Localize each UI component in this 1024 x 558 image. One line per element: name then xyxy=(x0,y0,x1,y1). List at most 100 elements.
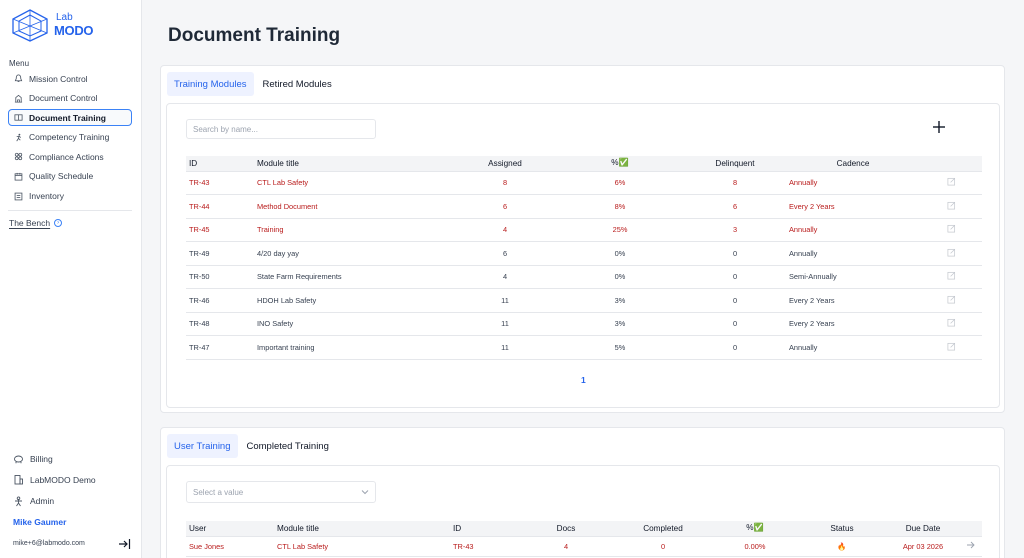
edit-button[interactable] xyxy=(920,265,982,289)
column-header[interactable]: Module title xyxy=(254,156,454,172)
table-header-row: ID Module title Assigned %✅ Delinquent C… xyxy=(186,156,982,172)
table-row[interactable]: TR-49 4/20 day yay 6 0% 0 Annually xyxy=(186,241,982,266)
grid-icon xyxy=(14,152,23,161)
edit-button[interactable] xyxy=(920,241,982,266)
sidebar-item-compliance-actions[interactable]: Compliance Actions xyxy=(8,148,132,165)
cell-delinquent: 0 xyxy=(684,312,786,336)
column-header xyxy=(958,521,982,537)
column-header[interactable]: Cadence xyxy=(786,156,920,172)
arrow-right-icon[interactable] xyxy=(958,536,982,557)
tab-training-modules[interactable]: Training Modules xyxy=(167,72,254,96)
cell-title: INO Safety xyxy=(254,312,454,336)
column-header[interactable]: Completed xyxy=(612,521,714,537)
cell-id: TR-47 xyxy=(186,335,254,360)
sidebar-item-labmodo-demo[interactable]: LabMODO Demo xyxy=(8,471,132,488)
cell-title: 4/20 day yay xyxy=(254,241,454,266)
sidebar-item-label: Compliance Actions xyxy=(29,151,104,162)
cell-id: TR-45 xyxy=(186,218,254,242)
sidebar-item-inventory[interactable]: Inventory xyxy=(8,188,132,205)
column-header[interactable]: Delinquent xyxy=(684,156,786,172)
column-header[interactable]: User xyxy=(186,521,274,537)
sidebar: Lab MODO Menu Mission Control Document C… xyxy=(0,0,142,558)
cell-cadence: Every 2 Years xyxy=(786,194,920,219)
edit-button[interactable] xyxy=(920,312,982,336)
sidebar-item-competency-training[interactable]: Competency Training xyxy=(8,129,132,146)
cell-cadence: Annually xyxy=(786,241,920,266)
cell-user: Sue Jones xyxy=(186,536,274,557)
cell-pct: 0% xyxy=(556,265,684,289)
edit-icon xyxy=(947,248,955,257)
sidebar-item-document-control[interactable]: Document Control xyxy=(8,90,132,107)
user-tabs: User Training Completed Training xyxy=(167,434,338,458)
table-row[interactable]: TR-50 State Farm Requirements 4 0% 0 Semi-Ann… xyxy=(186,265,982,289)
tab-retired-modules[interactable]: Retired Modules xyxy=(262,78,332,90)
sidebar-item-admin[interactable]: Admin xyxy=(8,493,132,510)
add-module-button[interactable] xyxy=(930,118,948,136)
column-header[interactable]: ID xyxy=(186,156,254,172)
select-placeholder: Select a value xyxy=(193,487,244,497)
table-row[interactable]: TR-48 INO Safety 11 3% 0 Every 2 Years xyxy=(186,312,982,336)
cell-id: TR-43 xyxy=(450,536,520,557)
column-header[interactable]: Docs xyxy=(520,521,612,537)
logout-icon[interactable] xyxy=(118,537,131,549)
sidebar-item-label: LabMODO Demo xyxy=(30,474,96,485)
cell-cadence: Semi-Annually xyxy=(786,265,920,289)
table-row[interactable]: TR-43 CTL Lab Safety 8 6% 8 Annually xyxy=(186,171,982,195)
cell-pct: 3% xyxy=(556,312,684,336)
sidebar-nav: Mission Control Document Control Documen… xyxy=(8,70,132,207)
column-header xyxy=(920,156,982,172)
sidebar-item-document-training[interactable]: Document Training xyxy=(8,109,132,127)
the-bench-label: The Bench xyxy=(9,218,51,228)
search-input[interactable]: Search by name... xyxy=(186,119,376,139)
cell-delinquent: 8 xyxy=(684,171,786,195)
column-header[interactable]: ID xyxy=(450,521,520,537)
edit-button[interactable] xyxy=(920,194,982,219)
column-header[interactable]: %✅ xyxy=(556,156,684,172)
column-header[interactable]: Status xyxy=(796,521,888,537)
table-row[interactable]: TR-44 Method Document 6 8% 6 Every 2 Years xyxy=(186,194,982,219)
edit-button[interactable] xyxy=(920,288,982,313)
column-header[interactable]: Module title xyxy=(274,521,450,537)
column-header[interactable]: %✅ xyxy=(714,521,796,537)
cell-cadence: Annually xyxy=(786,335,920,360)
sidebar-item-billing[interactable]: Billing xyxy=(8,450,132,467)
sidebar-item-label: Competency Training xyxy=(29,132,110,143)
sidebar-item-label: Quality Schedule xyxy=(29,171,94,182)
cell-cadence: Every 2 Years xyxy=(786,288,920,313)
cell-delinquent: 6 xyxy=(684,194,786,219)
sidebar-item-mission-control[interactable]: Mission Control xyxy=(8,70,132,87)
edit-button[interactable] xyxy=(920,171,982,195)
cell-docs: 4 xyxy=(520,536,612,557)
piggy-bank-icon xyxy=(13,453,24,464)
tab-user-training[interactable]: User Training xyxy=(167,434,238,458)
column-header[interactable]: Due Date xyxy=(888,521,958,537)
pagination-page-1[interactable]: 1 xyxy=(581,375,586,385)
runner-icon xyxy=(14,133,23,142)
edit-icon xyxy=(947,272,955,280)
cell-assigned: 4 xyxy=(454,265,556,289)
sidebar-item-label: Billing xyxy=(30,453,53,464)
cell-cadence: Annually xyxy=(786,218,920,242)
cell-delinquent: 3 xyxy=(684,218,786,242)
modules-panel: Search by name... ID Module title Assign… xyxy=(166,103,1000,408)
cell-id: TR-43 xyxy=(186,171,254,195)
table-row[interactable]: TR-47 Important training 11 5% 0 Annually xyxy=(186,335,982,360)
table-row[interactable]: TR-45 Training 4 25% 3 Annually xyxy=(186,218,982,242)
tab-completed-training[interactable]: Completed Training xyxy=(246,440,329,452)
edit-button[interactable] xyxy=(920,335,982,360)
cell-cadence: Annually xyxy=(786,171,920,195)
cell-title: Training xyxy=(254,218,454,242)
column-header[interactable]: Assigned xyxy=(454,156,556,172)
sidebar-item-quality-schedule[interactable]: Quality Schedule xyxy=(8,168,132,185)
sidebar-item-label: Admin xyxy=(30,496,55,507)
table-row[interactable]: Sue Jones CTL Lab Safety TR-43 4 0 0.00% 🔥 Apr … xyxy=(186,536,982,557)
cell-delinquent: 0 xyxy=(684,265,786,289)
the-bench-link[interactable]: The Bench › xyxy=(9,218,63,228)
calendar-icon xyxy=(14,172,23,181)
table-row[interactable]: TR-46 HDOH Lab Safety 11 3% 0 Every 2 Years xyxy=(186,288,982,313)
labmodo-logo[interactable]: Lab MODO xyxy=(10,8,94,42)
edit-button[interactable] xyxy=(920,218,982,242)
user-name[interactable]: Mike Gaumer xyxy=(13,517,67,527)
table-header-row: User Module title ID Docs Completed %✅ S… xyxy=(186,521,982,537)
value-select[interactable]: Select a value xyxy=(186,481,376,503)
